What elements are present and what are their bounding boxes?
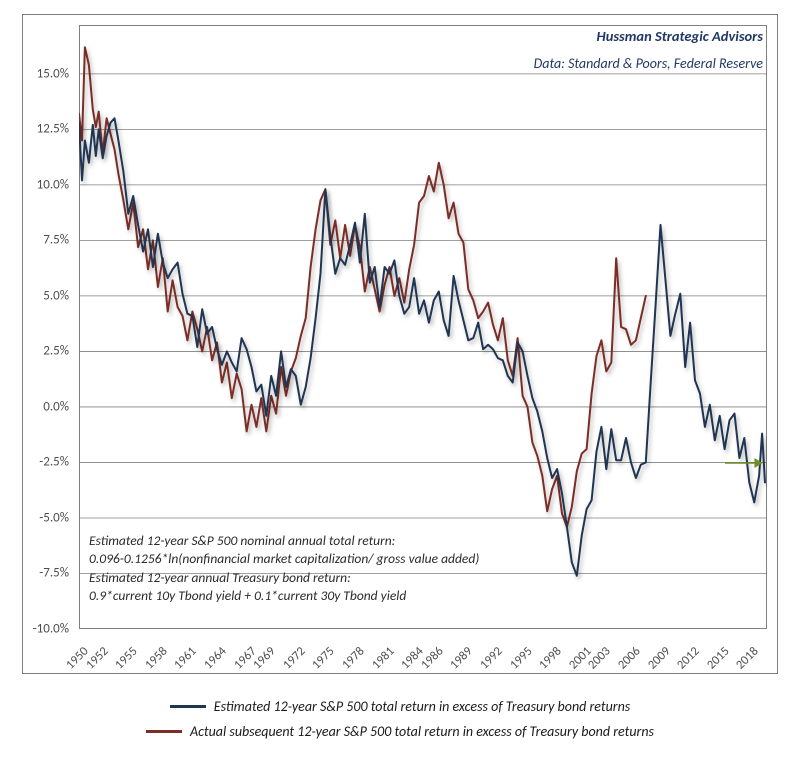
legend: Estimated 12-year S&P 500 total return i…	[22, 694, 778, 744]
y-tick-label: 12.5%	[37, 122, 69, 137]
x-tick-label: 1964	[201, 644, 230, 673]
x-tick-label: 2018	[733, 644, 762, 673]
formula-block: Estimated 12-year S&P 500 nominal annual…	[89, 532, 479, 605]
y-axis-labels: -10.0%-7.5%-5.0%-2.5%0.0%2.5%5.0%7.5%10.…	[23, 25, 75, 629]
x-tick-label: 1981	[369, 644, 398, 673]
x-tick-label: 1989	[447, 644, 476, 673]
y-tick-label: -5.0%	[39, 510, 69, 525]
x-axis-labels: 1950195219551958196119641967196919721975…	[79, 631, 767, 673]
x-tick-label: 2006	[615, 644, 644, 673]
y-tick-label: 7.5%	[43, 233, 69, 248]
x-tick-label: 1978	[339, 644, 368, 673]
x-tick-label: 1998	[536, 644, 565, 673]
plot-container: Hussman Strategic Advisors Data: Standar…	[22, 14, 778, 674]
legend-swatch-estimated	[170, 705, 206, 708]
y-tick-label: -7.5%	[39, 566, 69, 581]
x-tick-label: 1995	[507, 644, 536, 673]
y-tick-label: -10.0%	[33, 622, 69, 637]
x-tick-label: 1975	[309, 644, 338, 673]
formula-line-1: Estimated 12-year S&P 500 nominal annual…	[89, 532, 479, 550]
x-tick-label: 2012	[674, 644, 703, 673]
plot-area: Estimated 12-year S&P 500 nominal annual…	[79, 25, 767, 629]
x-tick-label: 2009	[645, 644, 674, 673]
forecast-arrow	[725, 457, 762, 469]
attribution-sub: Data: Standard & Poors, Federal Reserve	[534, 55, 763, 72]
legend-item-actual: Actual subsequent 12-year S&P 500 total …	[146, 723, 654, 740]
x-tick-label: 1972	[280, 644, 309, 673]
x-tick-label: 1955	[112, 644, 141, 673]
series-estimated	[79, 118, 765, 575]
x-tick-label: 2015	[704, 644, 733, 673]
legend-label-estimated: Estimated 12-year S&P 500 total return i…	[214, 698, 631, 715]
y-tick-label: 2.5%	[43, 344, 69, 359]
legend-label-actual: Actual subsequent 12-year S&P 500 total …	[190, 723, 654, 740]
legend-swatch-actual	[146, 730, 182, 733]
y-tick-label: 10.0%	[37, 177, 69, 192]
x-tick-label: 1961	[171, 644, 200, 673]
x-tick-label: 1992	[477, 644, 506, 673]
formula-line-2: 0.096-0.1256*ln(nonfinancial market capi…	[89, 550, 479, 568]
y-tick-label: 5.0%	[43, 288, 69, 303]
formula-line-3: Estimated 12-year annual Treasury bond r…	[89, 569, 479, 587]
y-tick-label: 0.0%	[43, 399, 69, 414]
formula-line-4: 0.9*current 10y Tbond yield + 0.1*curren…	[89, 587, 479, 605]
chart-frame: Hussman Strategic Advisors Data: Standar…	[0, 0, 796, 775]
x-tick-label: 1986	[418, 644, 447, 673]
x-tick-label: 2003	[585, 644, 614, 673]
series-actual	[79, 47, 646, 527]
y-tick-label: -2.5%	[39, 455, 69, 470]
attribution-block: Hussman Strategic Advisors Data: Standar…	[534, 27, 763, 72]
y-tick-label: 15.0%	[37, 66, 69, 81]
x-tick-label: 1952	[83, 644, 112, 673]
legend-item-estimated: Estimated 12-year S&P 500 total return i…	[170, 698, 631, 715]
x-tick-label: 1958	[142, 644, 171, 673]
attribution-main: Hussman Strategic Advisors	[534, 27, 763, 45]
x-tick-label: 1969	[250, 644, 279, 673]
